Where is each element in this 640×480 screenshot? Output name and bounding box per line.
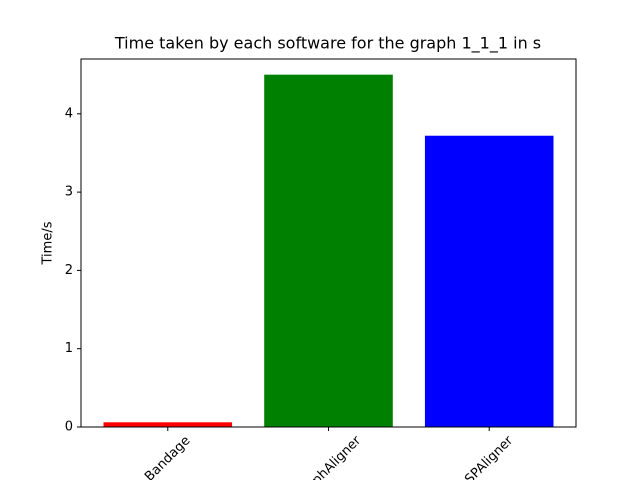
y-tick-label: 2 bbox=[65, 263, 73, 278]
bar bbox=[264, 74, 393, 427]
y-tick-label: 4 bbox=[65, 106, 73, 121]
bar bbox=[103, 422, 233, 427]
x-tick-label: SPAligner bbox=[462, 433, 516, 480]
y-tick-label: 1 bbox=[65, 341, 73, 356]
y-tick-label: 3 bbox=[65, 185, 73, 200]
x-tick-label: GraphAligner bbox=[293, 433, 365, 480]
y-tick-label: 0 bbox=[65, 420, 73, 435]
plot-frame bbox=[80, 58, 577, 428]
y-axis-label: Time/s bbox=[41, 221, 56, 265]
bar bbox=[424, 135, 554, 427]
chart-title: Time taken by each software for the grap… bbox=[114, 34, 541, 54]
x-tick-label: Bandage bbox=[142, 433, 193, 480]
